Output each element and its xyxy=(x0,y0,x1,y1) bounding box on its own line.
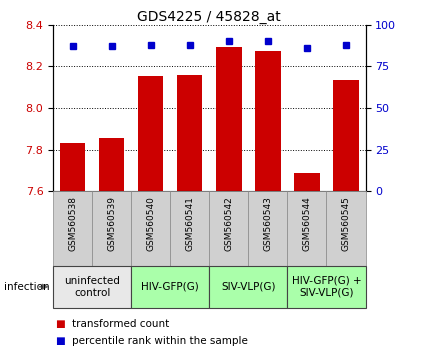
Bar xyxy=(177,75,202,191)
Bar xyxy=(294,173,320,191)
Text: GSM560541: GSM560541 xyxy=(185,196,194,251)
Text: GSM560542: GSM560542 xyxy=(224,196,233,251)
Text: HIV-GFP(G): HIV-GFP(G) xyxy=(142,282,199,292)
Text: GSM560540: GSM560540 xyxy=(146,196,155,251)
Text: ■: ■ xyxy=(55,319,65,329)
Bar xyxy=(326,191,366,266)
Bar xyxy=(255,51,280,191)
Text: GSM560539: GSM560539 xyxy=(107,196,116,251)
Text: GSM560544: GSM560544 xyxy=(303,196,312,251)
Bar xyxy=(333,80,359,191)
Text: percentile rank within the sample: percentile rank within the sample xyxy=(72,336,248,346)
Bar xyxy=(53,266,131,308)
Bar xyxy=(287,266,366,308)
Text: HIV-GFP(G) +
SIV-VLP(G): HIV-GFP(G) + SIV-VLP(G) xyxy=(292,276,361,298)
Bar xyxy=(209,266,287,308)
Bar xyxy=(248,191,287,266)
Title: GDS4225 / 45828_at: GDS4225 / 45828_at xyxy=(137,10,281,24)
Bar xyxy=(53,191,92,266)
Text: uninfected
control: uninfected control xyxy=(64,276,120,298)
Bar xyxy=(131,266,209,308)
Bar xyxy=(170,191,209,266)
Bar xyxy=(92,191,131,266)
Text: GSM560543: GSM560543 xyxy=(264,196,272,251)
Bar xyxy=(216,47,241,191)
Bar xyxy=(99,138,125,191)
Text: ■: ■ xyxy=(55,336,65,346)
Bar xyxy=(60,143,85,191)
Bar xyxy=(209,191,248,266)
Text: GSM560545: GSM560545 xyxy=(341,196,351,251)
Text: infection: infection xyxy=(4,282,50,292)
Text: SIV-VLP(G): SIV-VLP(G) xyxy=(221,282,275,292)
Text: transformed count: transformed count xyxy=(72,319,170,329)
Bar xyxy=(138,76,164,191)
Text: GSM560538: GSM560538 xyxy=(68,196,77,251)
Bar xyxy=(131,191,170,266)
Bar xyxy=(287,191,326,266)
